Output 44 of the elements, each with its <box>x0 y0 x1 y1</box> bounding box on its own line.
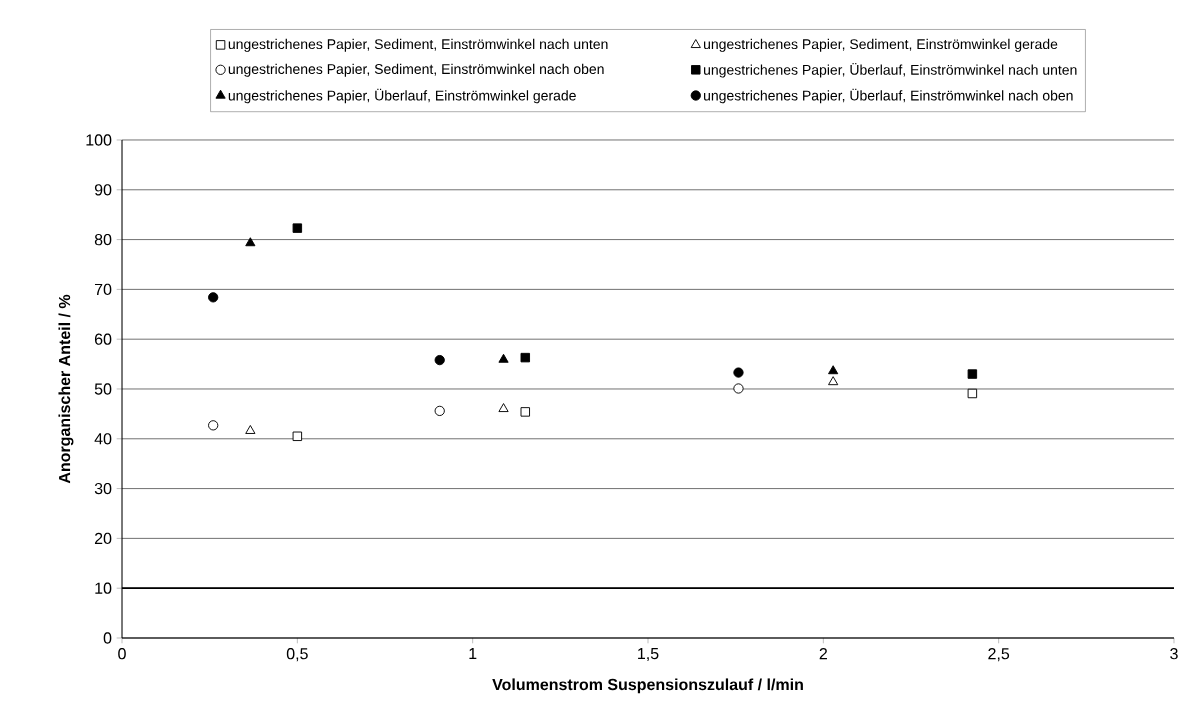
x-tick-label: 1 <box>469 648 477 660</box>
point <box>208 420 219 431</box>
x-axis-title: Volumenstrom Suspensionszulauf / l/min <box>492 678 803 694</box>
point <box>520 407 530 417</box>
point <box>733 367 744 378</box>
y-tick-label: 10 <box>95 582 112 594</box>
x-tick-label: 2,5 <box>988 648 1010 662</box>
point <box>520 352 530 363</box>
legend-label: ungestrichenes Papier, Überlauf, Einströmwinkel gerade <box>228 88 576 104</box>
legend-label: ungestrichenes Papier, Sediment, Einströmwinkel nach oben <box>228 63 604 77</box>
point <box>434 405 445 417</box>
point <box>967 388 978 399</box>
y-tick-label: 70 <box>94 283 112 296</box>
legend-label: ungestrichenes Papier, Sediment, Einströmwinkel nach unten <box>228 38 608 52</box>
point <box>434 354 445 366</box>
x-tick-label: 2 <box>819 648 827 660</box>
legend-label: ungestrichenes Papier, Überlauf, Einströmwinkel nach unten <box>704 62 1077 78</box>
y-tick-label: 20 <box>94 532 112 545</box>
y-tick-label: 0 <box>103 632 112 644</box>
x-tick-label: 3 <box>1170 648 1178 660</box>
point <box>292 431 303 442</box>
y-tick-label: 90 <box>94 184 112 196</box>
point <box>292 223 303 233</box>
point <box>828 376 839 386</box>
point <box>498 403 509 413</box>
x-tick-label: 0,5 <box>286 648 308 662</box>
legend-label: ungestrichenes Papier, Überlauf, Einströmwinkel nach oben <box>704 88 1073 104</box>
y-axis-title: Anorganischer Anteil / % <box>58 294 74 484</box>
y-tick-label: 100 <box>86 134 112 146</box>
point <box>245 237 256 247</box>
point <box>245 425 256 434</box>
point <box>733 383 744 394</box>
point <box>967 369 978 379</box>
point <box>208 292 219 303</box>
x-tick-label: 1,5 <box>638 648 659 662</box>
legend-label: ungestrichenes Papier, Sediment, Einströmwinkel gerade <box>704 38 1058 52</box>
y-tick-label: 80 <box>94 233 112 246</box>
y-tick-label: 60 <box>94 333 112 345</box>
y-tick-label: 40 <box>94 433 112 445</box>
y-tick-label: 50 <box>94 383 112 395</box>
y-tick-label: 30 <box>94 482 112 495</box>
x-tick-label: 0 <box>118 648 126 660</box>
point <box>828 365 839 375</box>
point <box>498 353 509 363</box>
